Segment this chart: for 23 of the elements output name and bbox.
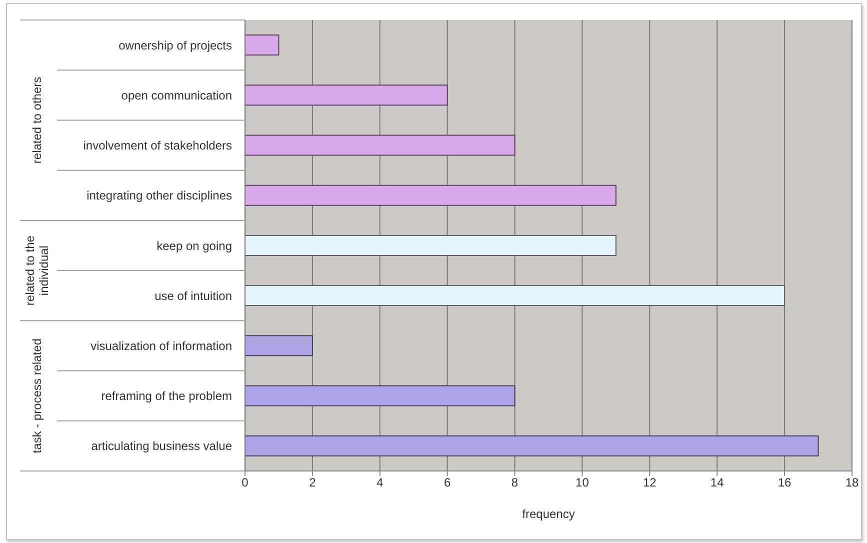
- y-tick-label: reframing of the problem: [101, 389, 232, 404]
- text: related to the individual: [23, 235, 51, 306]
- x-axis-title: frequency: [522, 507, 575, 521]
- x-tick-label: 18: [845, 476, 859, 490]
- x-tick-label: 0: [242, 476, 249, 490]
- x-tick-label: 10: [576, 476, 590, 490]
- y-tick-label: use of intuition: [154, 288, 232, 303]
- y-tick-label: open communication: [121, 88, 232, 102]
- x-tick-label: 14: [710, 476, 724, 490]
- x-tick-label: 8: [511, 476, 518, 490]
- x-tick-label: 16: [778, 476, 792, 490]
- x-tick-label: 12: [642, 476, 657, 490]
- y-tick-label: keep on going: [156, 238, 232, 253]
- y-tick-label: ownership of projects: [118, 38, 232, 52]
- y-tick-label: involvement of stakeholders: [83, 138, 232, 153]
- x-tick-label: 2: [309, 476, 316, 490]
- x-tick-label: 4: [376, 476, 384, 490]
- y-tick-label: integrating other disciplines: [86, 188, 232, 203]
- x-tick-label: 6: [444, 476, 451, 490]
- text: related to others: [30, 76, 44, 164]
- y-tick-label: visualization of information: [90, 338, 232, 353]
- y-tick-label: articulating business value: [91, 439, 232, 454]
- text: task - process related: [30, 338, 44, 454]
